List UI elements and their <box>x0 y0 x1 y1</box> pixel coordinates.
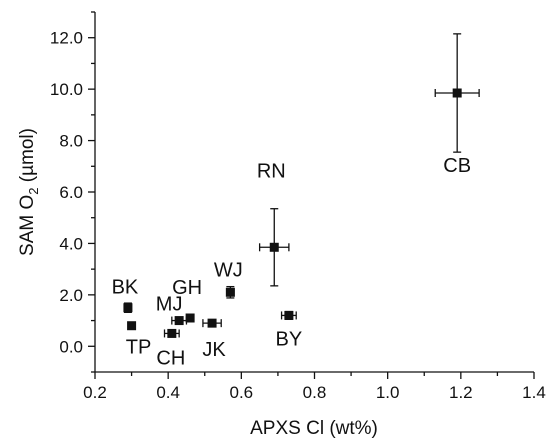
point-label-wj: WJ <box>214 259 243 281</box>
point-label-jk: JK <box>202 339 226 361</box>
x-tick-label: 0.6 <box>230 383 254 402</box>
y-ticks: 0.0 2.0 4.0 6.0 8.0 10.0 12.0 <box>50 11 95 373</box>
point-marker <box>167 328 177 338</box>
y-axis-title: SAM O2 (µmol) <box>17 128 41 256</box>
point-marker <box>452 88 462 98</box>
point-marker <box>185 313 195 323</box>
point-marker <box>207 318 217 328</box>
data-point-tp <box>127 321 137 331</box>
point-label-rn: RN <box>257 160 286 182</box>
point-marker <box>225 287 235 297</box>
x-tick-label: 1.2 <box>449 383 473 402</box>
point-marker <box>269 242 279 252</box>
data-point-cb <box>434 33 480 153</box>
data-point-mj <box>171 316 188 326</box>
x-axis-title: APXS Cl (wt%) <box>250 418 378 439</box>
y-axis-title-unit: (µmol) <box>17 128 38 188</box>
x-tick-label: 0.4 <box>156 383 180 402</box>
point-label-mj: MJ <box>156 294 183 316</box>
point-label-ch: CH <box>156 347 185 369</box>
y-tick-label: 0.0 <box>59 337 83 356</box>
y-tick-label: 8.0 <box>59 132 83 151</box>
y-axis-title-sub: 2 <box>26 188 41 195</box>
y-axis-title-main: SAM O <box>17 195 38 256</box>
point-marker <box>123 303 133 313</box>
data-point-by <box>280 310 297 320</box>
x-tick-label: 1.4 <box>522 383 546 402</box>
y-tick-label: 12.0 <box>50 29 83 48</box>
point-label-bk: BK <box>112 277 139 299</box>
data-point-bk <box>123 302 133 313</box>
point-marker <box>284 310 294 320</box>
y-tick-label: 10.0 <box>50 80 83 99</box>
x-tick-label: 1.0 <box>376 383 400 402</box>
point-label-tp: TP <box>126 337 152 359</box>
point-marker <box>174 316 184 326</box>
axes <box>94 12 534 373</box>
x-ticks: 0.2 0.4 0.6 0.8 1.0 1.2 1.4 <box>83 372 546 402</box>
data-point-rn <box>258 208 290 287</box>
point-marker <box>127 321 137 331</box>
y-tick-label: 4.0 <box>59 234 83 253</box>
point-label-cb: CB <box>443 155 471 177</box>
y-tick-label: 6.0 <box>59 183 83 202</box>
x-tick-label: 0.2 <box>83 383 107 402</box>
point-label-by: BY <box>276 328 303 350</box>
data-points <box>123 33 480 338</box>
data-point-ch <box>163 328 180 338</box>
y-tick-label: 2.0 <box>59 286 83 305</box>
x-tick-label: 0.8 <box>303 383 327 402</box>
data-point-gh <box>185 313 195 323</box>
point-label-gh: GH <box>172 277 202 299</box>
data-point-jk <box>202 318 222 328</box>
data-point-wj <box>225 285 235 299</box>
